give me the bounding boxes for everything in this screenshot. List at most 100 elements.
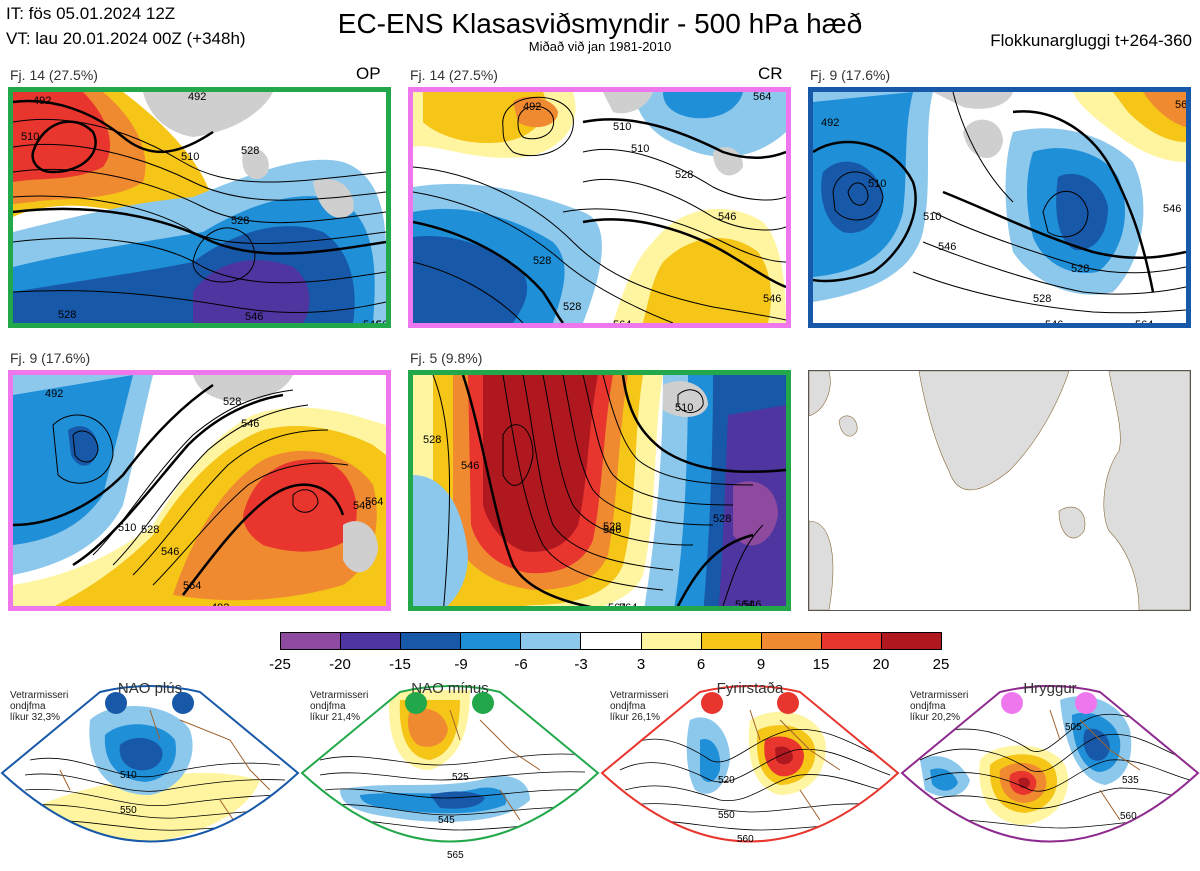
contour-label: 510 <box>613 121 631 133</box>
reference-map-panel <box>808 370 1191 611</box>
contour-label: 528 <box>141 524 159 536</box>
colorbar-swatch <box>761 633 822 649</box>
regime-contour-label: 560 <box>737 834 754 845</box>
regime-info: Vetrarmisseri ondjfma líkur 21,4% <box>310 690 369 723</box>
regime-contour-label: 535 <box>1122 775 1139 786</box>
valid-time: VT: lau 20.01.2024 00Z (+348h) <box>6 29 246 48</box>
init-time: IT: fös 05.01.2024 12Z <box>6 4 176 23</box>
contour-label: 528 <box>223 396 241 408</box>
regime-info: Vetrarmisseri ondjfma líkur 26,1% <box>610 690 669 723</box>
contour-label: 510 <box>923 211 941 223</box>
regime-dot <box>405 692 427 714</box>
contour-label: 510 <box>181 151 199 163</box>
colorbar-swatch <box>521 633 582 649</box>
cluster-map-panel-3: 492 510 510 528 528 546 546 546 564 564 <box>808 87 1191 328</box>
regime-nao-minus: 525 545 565 NAO mínus Vetrarmisseri ondj… <box>300 680 600 871</box>
contour-label: 528 <box>1071 263 1089 275</box>
colorbar-swatch <box>281 633 342 649</box>
contour-label: 564 <box>365 496 383 508</box>
contour-label: 510 <box>118 522 136 534</box>
contour-label: 528 <box>58 309 76 321</box>
regime-title: Fyrirstaða <box>716 680 784 697</box>
panel-2-tag: CR <box>758 64 783 83</box>
contour-label: 528 <box>563 301 581 313</box>
contour-label: 546 <box>718 211 736 223</box>
regime-blocking: 520 550 560 Fyrirstaða Vetrarmisseri ond… <box>600 680 900 871</box>
contour-label: 564 <box>619 602 637 611</box>
regime-ridge-map: 505 535 560 <box>900 685 1200 843</box>
colorbar-tick: 15 <box>812 656 830 673</box>
panel-3-map: 492 510 510 528 528 546 546 546 564 564 <box>813 92 1186 323</box>
page-subtitle: Miðað við jan 1981-2010 <box>528 39 672 54</box>
colorbar-tick: -25 <box>269 656 291 673</box>
colorbar-tick: -3 <box>574 656 588 673</box>
contour-label: 528 <box>231 215 249 227</box>
panel-2-label: Fj. 14 (27.5%) <box>410 67 498 83</box>
contour-label: 546 <box>938 241 956 253</box>
regime-title: NAO plús <box>117 680 183 697</box>
contour-label: 528 <box>241 145 259 157</box>
contour-label: 492 <box>821 117 839 129</box>
colorbar-tick: 9 <box>756 656 766 673</box>
regime-nao-plus-map: 510 550 <box>0 685 300 843</box>
colorbar-swatch <box>461 633 522 649</box>
colorbar-tick: 6 <box>696 656 706 673</box>
colorbar <box>280 632 942 650</box>
contour-label: 528 <box>603 521 621 533</box>
regime-contour-label: 565 <box>447 850 464 861</box>
contour-label: 546 <box>743 599 761 611</box>
regime-dot <box>472 692 494 714</box>
regime-dot <box>1001 692 1023 714</box>
contour-label: 564 <box>376 319 386 323</box>
panel-1-label: Fj. 14 (27.5%) <box>10 67 98 83</box>
contour-label: 564 <box>1135 319 1153 323</box>
contour-label: 492 <box>188 92 206 103</box>
contour-label: 546 <box>245 311 263 323</box>
colorbar-tick: -20 <box>329 656 351 673</box>
contour-label: 492 <box>33 95 51 107</box>
contour-label: 510 <box>868 178 886 190</box>
page-title: EC-ENS Klasasviðsmyndir - 500 hPa hæð <box>337 8 863 39</box>
regime-contour-label: 550 <box>718 810 735 821</box>
contour-label: 564 <box>753 92 771 103</box>
regime-contour-label: 525 <box>452 772 469 783</box>
panel-5-label: Fj. 5 (9.8%) <box>410 350 483 366</box>
colorbar-swatch <box>581 633 642 649</box>
colorbar-swatch <box>821 633 882 649</box>
contour-label: 564 <box>735 599 753 611</box>
contour-label: 510 <box>21 131 39 143</box>
panel-4-label: Fj. 9 (17.6%) <box>10 350 91 366</box>
colorbar-tick: -6 <box>514 656 528 673</box>
regime-contour-label: 560 <box>1120 811 1137 822</box>
colorbar-tick: 25 <box>932 656 950 673</box>
regime-contour-label: 505 <box>1065 722 1082 733</box>
colorbar-tick: -9 <box>454 656 468 673</box>
regime-nao-minus-map: 525 545 565 <box>300 685 600 861</box>
reference-map <box>809 371 1190 610</box>
regime-info: Vetrarmisseri ondjfma líkur 20,2% <box>910 690 969 723</box>
regime-dot <box>172 692 194 714</box>
panel-3-label: Fj. 9 (17.6%) <box>810 67 891 83</box>
colorbar-swatch <box>641 633 702 649</box>
regime-contour-label: 545 <box>438 815 455 826</box>
colorbar-tick: 20 <box>872 656 890 673</box>
classification-window: Flokkunargluggi t+264-360 <box>990 31 1192 50</box>
colorbar-tick: 3 <box>636 656 646 673</box>
regime-contour-label: 510 <box>120 770 137 781</box>
regime-dot <box>105 692 127 714</box>
contour-label: 510 <box>675 402 693 414</box>
contour-label: 546 <box>1163 203 1181 215</box>
contour-label: 564 <box>183 580 201 592</box>
regime-contour-label: 520 <box>718 775 735 786</box>
regime-dot <box>1075 692 1097 714</box>
regime-ridge: 505 535 560 Hryggur Vetrarmisseri ondjfm… <box>900 680 1200 871</box>
contour-label: 564 <box>613 319 631 323</box>
colorbar-swatch <box>341 633 402 649</box>
contour-label: 492 <box>211 602 229 611</box>
contour-label: 528 <box>423 434 441 446</box>
regime-title: NAO mínus <box>411 680 489 697</box>
colorbar-tick: -15 <box>389 656 411 673</box>
